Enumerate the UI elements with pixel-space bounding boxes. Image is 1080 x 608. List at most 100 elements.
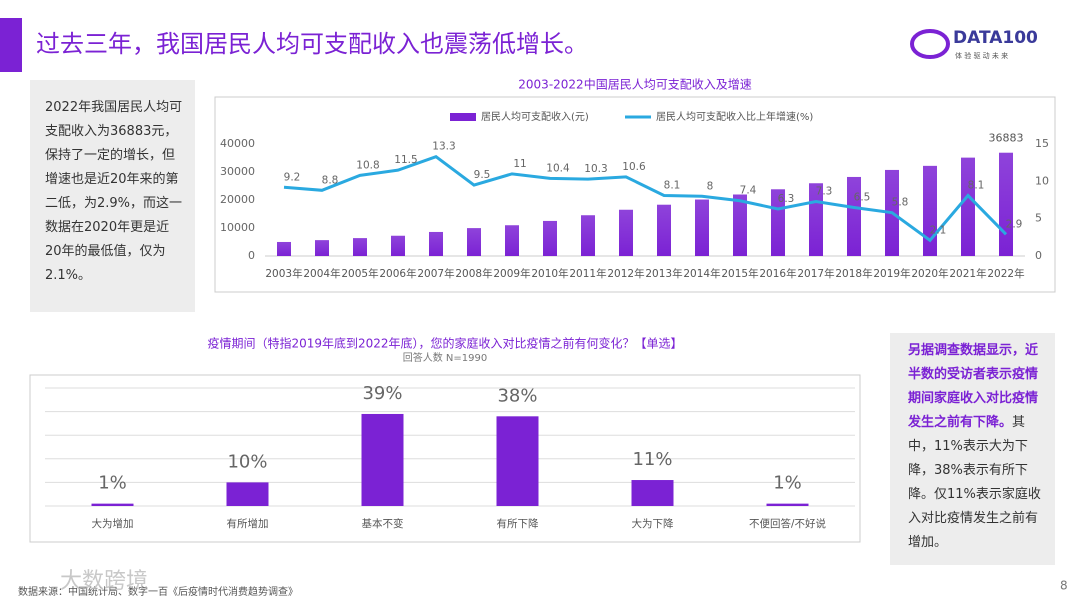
x-tick-label: 2022年 (987, 267, 1024, 280)
watermark: 大数跨境 (60, 569, 148, 594)
legend-label: 居民人均可支配收入(元) (481, 110, 589, 123)
y-tick-label: 10000 (220, 221, 255, 234)
legend-label: 居民人均可支配收入比上年增速(%) (656, 110, 813, 123)
logo-tagline: 体 验 驱 动 未 来 (955, 51, 1008, 60)
bar-shine (999, 152, 1013, 256)
x-tick-label: 不便回答/不好说 (749, 517, 827, 530)
right-note: 另据调查数据显示，近半数的受访者表示疫情期间家庭收入对比疫情发生之前有下降。其中… (890, 333, 1055, 565)
x-tick-label: 2010年 (531, 267, 568, 280)
bar-label: 10% (227, 451, 267, 472)
line-label: 5.8 (892, 197, 909, 209)
note-text: 其中，11%表示大为下降，38%表示有所下降。仅11%表示家庭收入对比疫情发生之… (908, 415, 1041, 550)
page-number: 8 (1060, 579, 1068, 593)
bar-shine (581, 215, 595, 256)
y2-tick-label: 5 (1035, 212, 1042, 225)
y2-tick-label: 0 (1035, 249, 1042, 262)
x-tick-label: 2013年 (645, 267, 682, 280)
x-tick-label: 2005年 (341, 267, 378, 280)
line-label: 6.5 (854, 191, 871, 203)
line-label: 9.2 (284, 171, 301, 183)
bar-shine (315, 240, 329, 256)
x-tick-label: 2014年 (683, 267, 720, 280)
line-label: 10.3 (584, 163, 607, 175)
y2-tick-label: 15 (1035, 137, 1049, 150)
bar (766, 503, 809, 506)
chart-title: 2003-2022中国居民人均可支配收入及增速 (518, 77, 751, 92)
line-label: 8.1 (968, 180, 985, 192)
chart-frame (214, 96, 1056, 293)
bar-shine (733, 194, 747, 256)
x-tick-label: 基本不变 (362, 517, 404, 530)
x-tick-label: 2007年 (417, 267, 454, 280)
line-label: 10.4 (546, 162, 570, 174)
bar-label: 1% (773, 473, 802, 494)
x-tick-label: 2016年 (759, 267, 796, 280)
left-note: 2022年我国居民人均可支配收入为36883元，保持了一定的增长，但增速也是近2… (30, 80, 195, 312)
chart-subtitle: 回答人数 N=1990 (403, 351, 488, 364)
y-tick-label: 30000 (220, 165, 255, 178)
line-label: 10.6 (622, 161, 646, 173)
line-label: 2.1 (930, 224, 947, 236)
bar-shine (961, 157, 975, 256)
x-tick-label: 2015年 (721, 267, 758, 280)
logo: DATA100 (953, 28, 1038, 48)
line-label: 6.3 (778, 193, 795, 205)
x-tick-label: 2003年 (265, 267, 302, 280)
x-tick-label: 2006年 (379, 267, 416, 280)
bar (496, 416, 539, 506)
bar-shine (277, 241, 291, 256)
source: 数据来源：中国统计局、数字一百《后疫情时代消费趋势调查》 (18, 585, 298, 598)
bar (361, 413, 404, 506)
logo-icon (910, 29, 950, 59)
line-label: 11 (513, 158, 526, 170)
line-label: 8.8 (322, 174, 339, 186)
x-tick-label: 有所下降 (497, 517, 539, 530)
line-label: 9.5 (474, 169, 491, 181)
bar-shine (847, 176, 861, 256)
line-label: 8.1 (664, 180, 681, 192)
line-label: 2.9 (1006, 218, 1023, 230)
bar-shine (771, 189, 785, 256)
bar-label: 1% (98, 473, 127, 494)
y-tick-label: 0 (248, 249, 255, 262)
bar-shine (657, 204, 671, 256)
bar-label: 39% (362, 383, 402, 404)
x-tick-label: 大为增加 (92, 517, 134, 530)
bar-shine (467, 228, 481, 256)
x-tick-label: 2012年 (607, 267, 644, 280)
y-tick-label: 20000 (220, 193, 255, 206)
bar-shine (695, 199, 709, 256)
x-tick-label: 有所增加 (227, 517, 269, 530)
line (283, 155, 1008, 243)
line-label: 13.3 (432, 141, 455, 153)
x-tick-label: 2021年 (949, 267, 986, 280)
bar (631, 480, 674, 506)
x-tick-label: 2020年 (911, 267, 948, 280)
x-tick-label: 2011年 (569, 267, 606, 280)
title-accent (0, 18, 22, 72)
bar-shine (505, 225, 519, 256)
x-tick-label: 2017年 (797, 267, 834, 280)
chart-frame (29, 374, 861, 543)
line-label: 10.8 (356, 159, 379, 171)
bar-shine (429, 231, 443, 256)
bar-label: 36883 (989, 132, 1024, 145)
line-label: 7.4 (740, 185, 757, 197)
chart-title: 疫情期间（特指2019年底到2022年底），您的家庭收入对比疫情之前有何变化？【… (207, 336, 682, 351)
note-highlight: 另据调查数据显示，近半数的受访者表示疫情期间家庭收入对比疫情发生之前有下降。 (908, 343, 1039, 430)
y-tick-label: 40000 (220, 137, 255, 150)
legend-swatch (450, 113, 476, 121)
x-tick-label: 2019年 (873, 267, 910, 280)
x-tick-label: 2004年 (303, 267, 340, 280)
x-tick-label: 2018年 (835, 267, 872, 280)
bar-shine (619, 209, 633, 256)
slide-title: 过去三年，我国居民人均可支配收入也震荡低增长。 (36, 30, 588, 58)
line-label: 7.3 (816, 185, 833, 197)
bar-shine (391, 235, 405, 256)
bar-shine (543, 220, 557, 256)
bar (91, 503, 134, 506)
line-label: 11.5 (394, 154, 417, 166)
bar-label: 38% (497, 385, 537, 406)
